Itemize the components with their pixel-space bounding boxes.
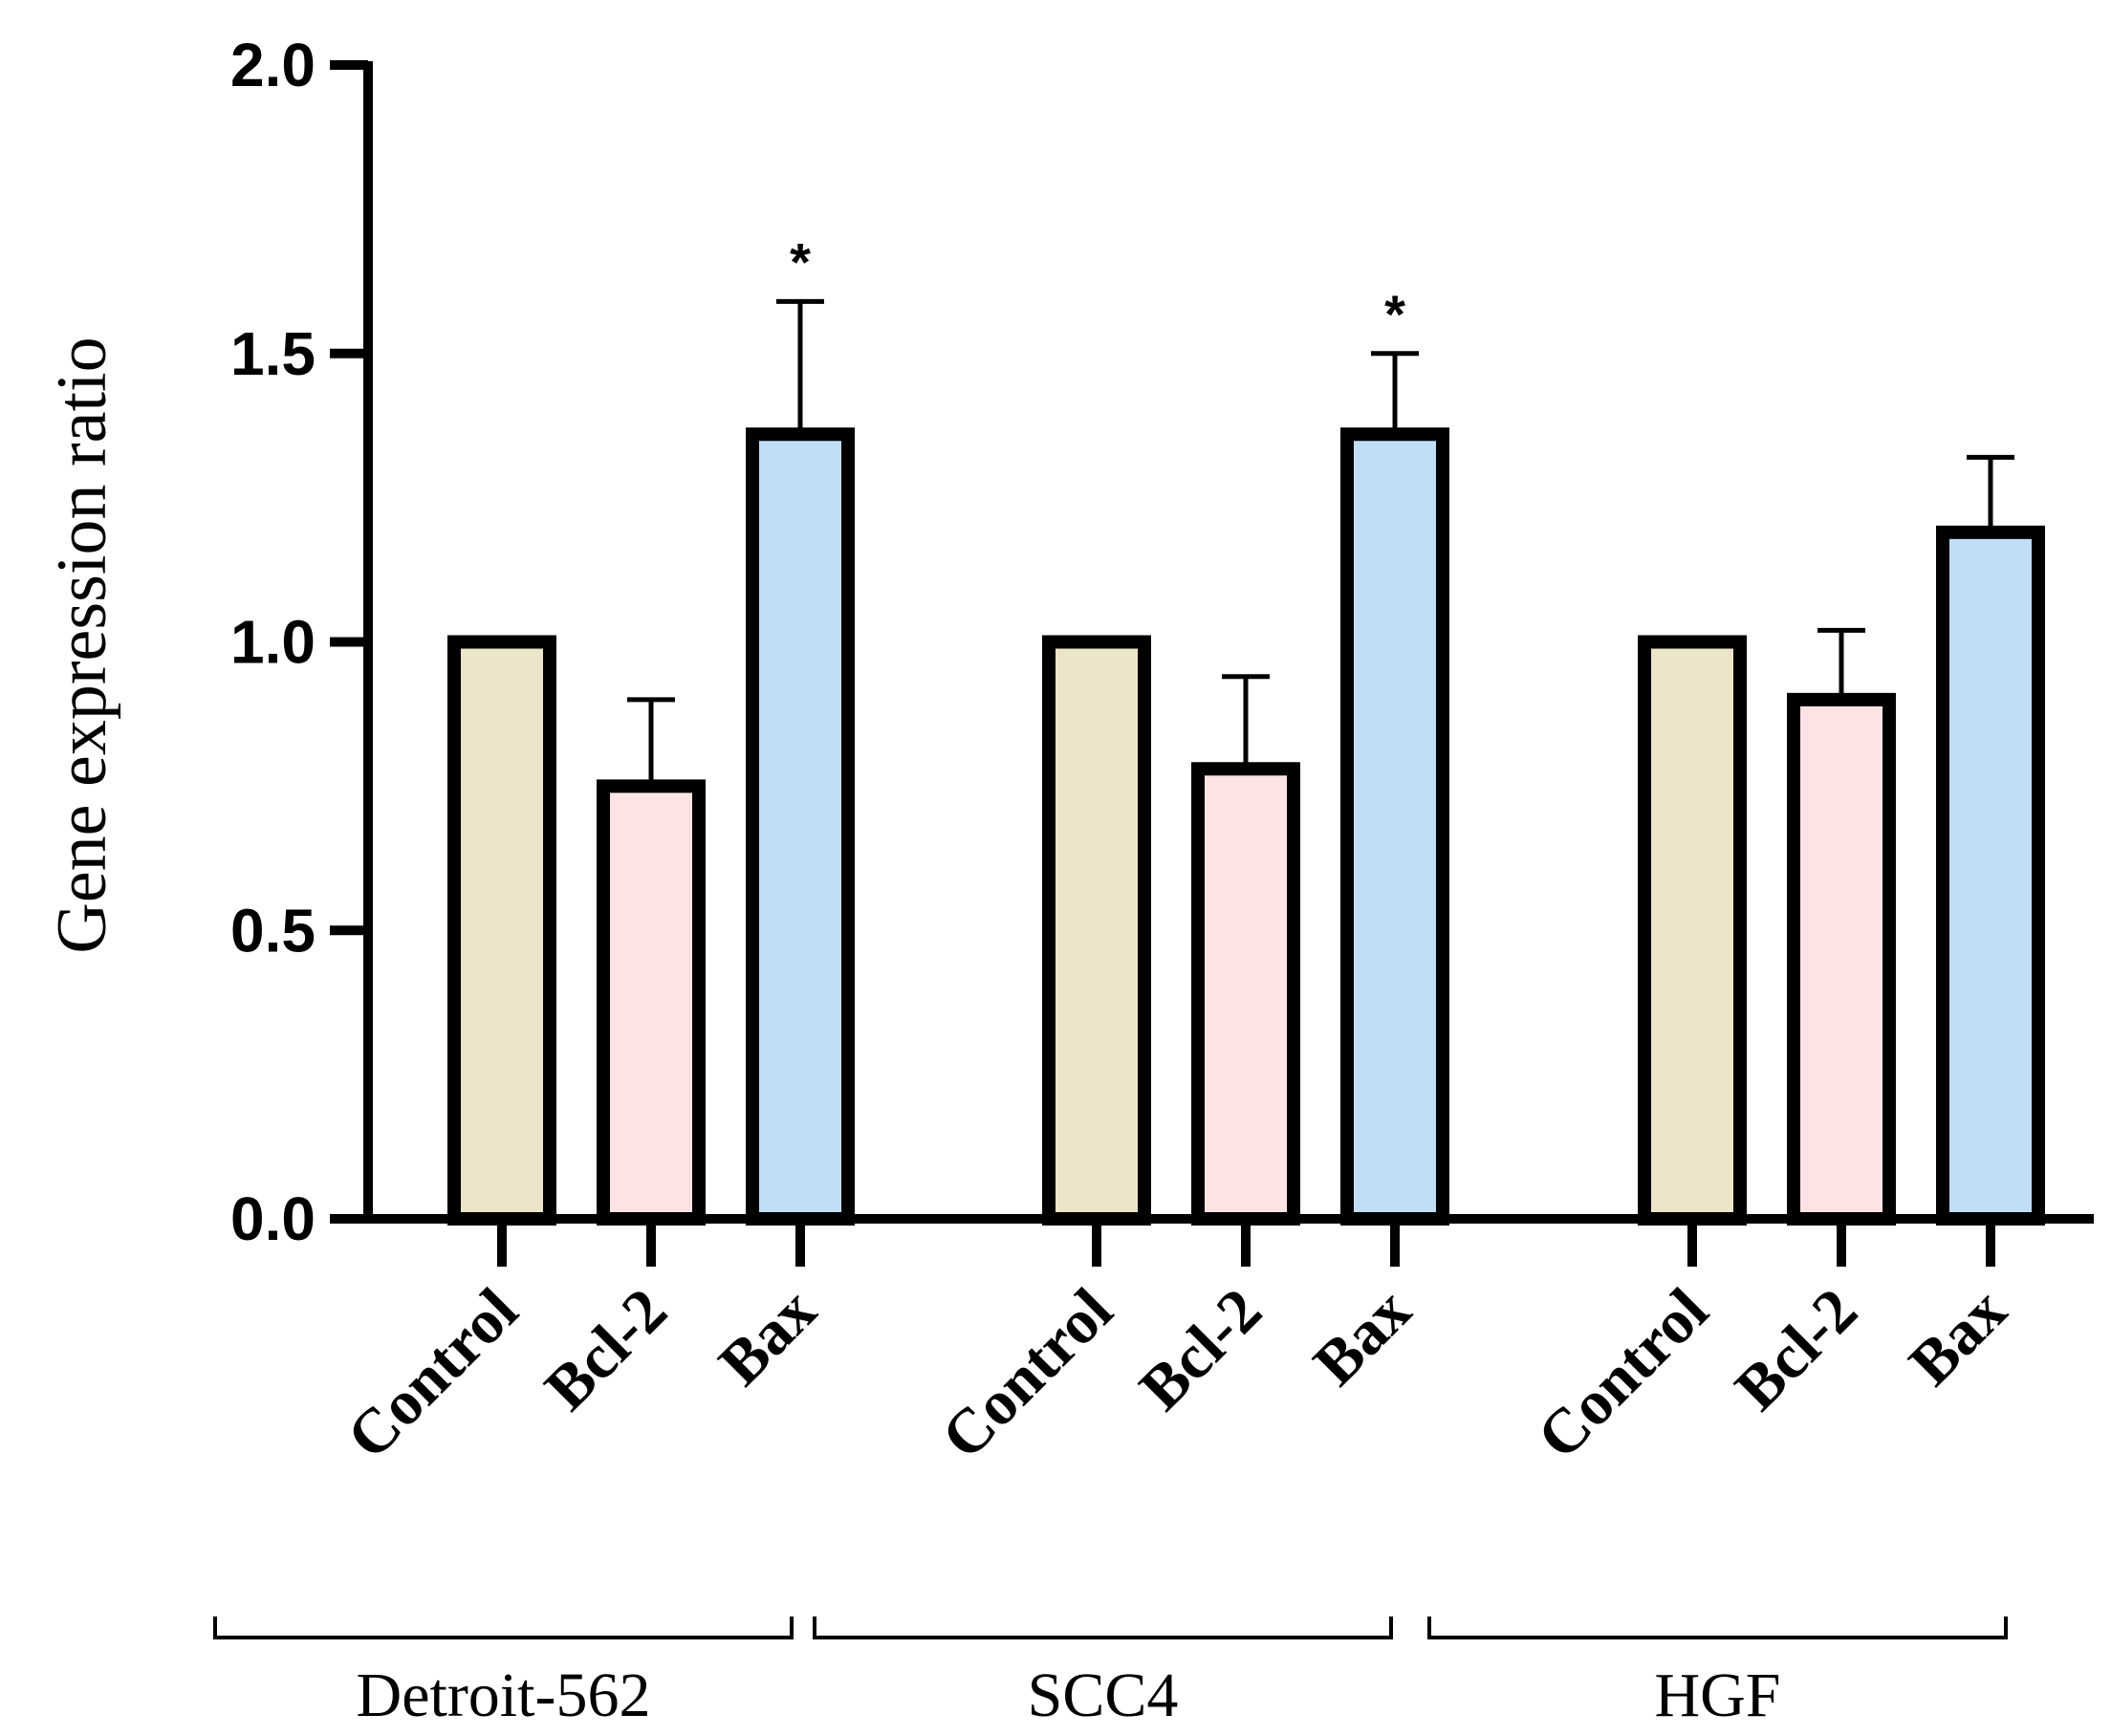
bar-SCC4-Bcl-2	[1191, 762, 1300, 1226]
group-label: Detroit-562	[357, 1660, 651, 1730]
y-tick-label: 1.0	[230, 608, 316, 677]
bars: **	[447, 231, 2045, 1226]
x-category-label: Bcl-2	[1126, 1275, 1274, 1423]
bar-Detroit-562-Bax	[746, 427, 855, 1226]
bar-Detroit-562-Control	[447, 635, 556, 1226]
significance-marker: *	[790, 231, 811, 292]
x-category-label: Bcl-2	[532, 1275, 680, 1423]
y-axis-title: Gene expression ratio	[43, 336, 121, 953]
bar-HGF-Control	[1638, 635, 1747, 1226]
bar-Detroit-562-Bcl-2	[597, 779, 706, 1226]
x-category-label: Bax	[1300, 1275, 1424, 1399]
bar-HGF-Bax	[1936, 525, 2045, 1226]
group-bracket	[813, 1617, 1393, 1639]
y-axis: 0.0 0.5 1.0 1.5 2.0	[230, 31, 373, 1253]
x-category-label: Bax	[1896, 1275, 2019, 1399]
group-bracket	[213, 1617, 794, 1639]
x-category-label: Bcl-2	[1722, 1275, 1870, 1423]
bar-HGF-Bcl-2	[1787, 692, 1896, 1226]
x-category-label: Control	[334, 1275, 531, 1472]
group-bracket	[1427, 1617, 2008, 1639]
y-tick-label: 1.5	[230, 319, 316, 388]
x-category-label: Control	[1524, 1275, 1721, 1472]
significance-marker: *	[1384, 284, 1405, 344]
x-axis: Control Bcl-2 Bax Control Bcl-2 Bax Control Bcl…	[334, 1214, 2094, 1472]
bar-SCC4-Bax	[1340, 427, 1449, 1226]
y-tick-label: 2.0	[230, 31, 316, 99]
bar-SCC4-Control	[1042, 635, 1151, 1226]
y-tick-label: 0.0	[230, 1184, 316, 1253]
x-category-label: Bax	[706, 1275, 829, 1399]
group-label: HGF	[1654, 1660, 1780, 1730]
group-label: SCC4	[1028, 1660, 1179, 1730]
x-category-label: Control	[928, 1275, 1125, 1472]
group-brackets: Detroit-562 SCC4 HGF	[213, 1617, 2008, 1730]
y-tick-label: 0.5	[230, 896, 316, 965]
